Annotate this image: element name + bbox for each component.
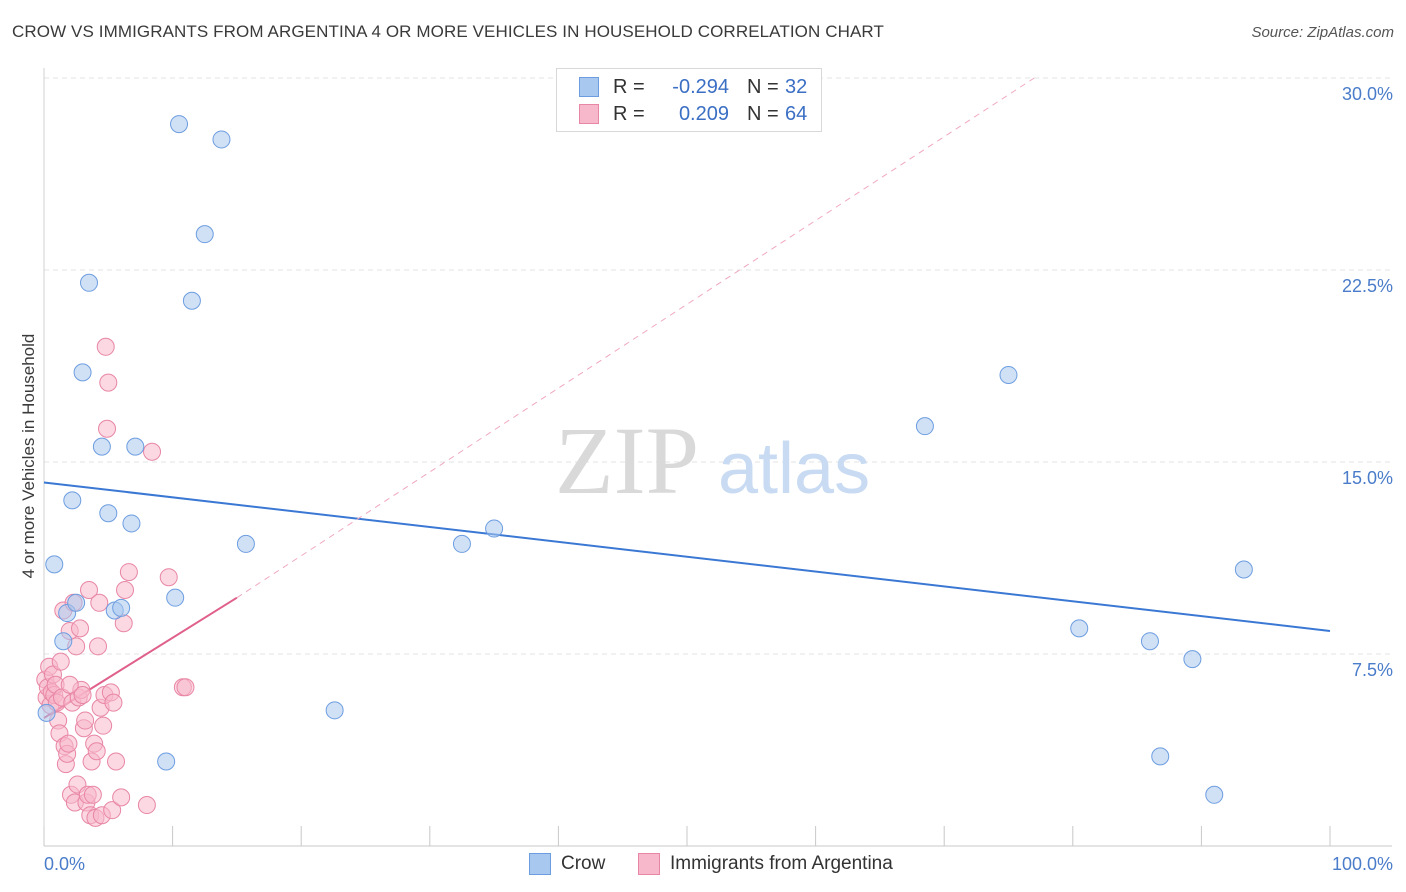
crow-legend-label: Crow <box>561 853 606 874</box>
argentina-swatch <box>579 104 599 124</box>
crow-point <box>1205 785 1224 804</box>
data-points <box>36 115 1253 827</box>
trendline <box>43 481 1331 632</box>
crow-point <box>182 291 201 310</box>
argentina-point <box>143 442 162 461</box>
r-value-crow: -0.294 <box>672 75 729 98</box>
r-label: R = <box>613 75 645 98</box>
n-label: N = <box>747 102 779 125</box>
argentina-point <box>99 373 118 392</box>
crow-point <box>1070 619 1089 638</box>
n-label: N = <box>747 75 779 98</box>
crow-point <box>157 752 176 771</box>
argentina-point <box>60 675 79 694</box>
crow-point <box>122 514 141 533</box>
crow-point <box>485 519 504 538</box>
x-tick-label-min: 0.0% <box>44 854 85 874</box>
n-value-argentina: 64 <box>785 102 808 125</box>
argentina-point <box>83 785 102 804</box>
crow-point <box>63 491 82 510</box>
crow-point <box>212 130 231 149</box>
watermark-atlas: atlas <box>718 429 870 509</box>
tick-labels: 7.5% 15.0% 22.5% 30.0% 0.0% 100.0% <box>44 84 1393 874</box>
x-tick-label-max: 100.0% <box>1332 854 1393 874</box>
r-value-argentina: 0.209 <box>678 102 729 125</box>
argentina-point <box>87 742 106 761</box>
crow-point <box>54 632 73 651</box>
bottom-legend-argentina: Immigrants from Argentina <box>638 851 893 877</box>
argentina-point <box>94 716 113 735</box>
argentina-point <box>104 693 123 712</box>
argentina-point <box>107 752 126 771</box>
crow-point <box>45 555 64 574</box>
argentina-point <box>176 678 195 697</box>
n-value-crow: 32 <box>785 75 808 98</box>
crow-point <box>1234 560 1253 579</box>
argentina-point <box>90 593 109 612</box>
y-tick-label: 22.5% <box>1342 276 1393 296</box>
crow-point <box>1140 632 1159 651</box>
argentina-point <box>89 637 108 656</box>
argentina-point <box>112 788 131 807</box>
y-tick-label: 15.0% <box>1342 468 1393 488</box>
crow-point <box>236 534 255 553</box>
crow-legend-swatch <box>529 853 551 875</box>
argentina-point <box>137 796 156 815</box>
crow-point <box>112 598 131 617</box>
argentina-point <box>159 568 178 587</box>
argentina-point <box>71 619 90 638</box>
y-tick-label: 30.0% <box>1342 84 1393 104</box>
crow-point <box>166 588 185 607</box>
crow-point <box>1151 747 1170 766</box>
correlation-legend: R = -0.294 N = 32 R = 0.209 N = 64 <box>556 68 822 132</box>
crow-point <box>452 534 471 553</box>
crow-point <box>37 703 56 722</box>
argentina-point <box>119 563 138 582</box>
argentina-point <box>96 337 115 356</box>
watermark: ZIP atlas <box>555 407 870 514</box>
r-label: R = <box>613 102 645 125</box>
crow-point <box>999 365 1018 384</box>
chart-title: CROW VS IMMIGRANTS FROM ARGENTINA 4 OR M… <box>12 22 884 41</box>
argentina-point <box>103 801 122 820</box>
bottom-legend-crow: Crow <box>529 851 605 877</box>
legend-row-crow: R = -0.294 N = 32 <box>579 74 807 100</box>
crow-point <box>325 701 344 720</box>
y-tick-label: 7.5% <box>1352 660 1393 680</box>
trendlines <box>43 77 1331 719</box>
argentina-point <box>80 581 99 599</box>
source-label: Source: ZipAtlas.com <box>1251 24 1394 41</box>
watermark-zip: ZIP <box>555 407 699 514</box>
argentina-point <box>59 734 78 753</box>
crow-point <box>170 115 189 134</box>
trendline <box>236 77 1035 599</box>
argentina-point <box>98 419 117 438</box>
argentina-legend-label: Immigrants from Argentina <box>670 853 893 874</box>
crow-point <box>92 437 111 456</box>
grid-lines <box>44 77 1392 655</box>
argentina-point <box>51 652 70 671</box>
crow-point <box>73 363 92 382</box>
argentina-legend-swatch <box>638 853 660 875</box>
y-axis-label: 4 or more Vehicles in Household <box>19 334 38 579</box>
crow-point <box>1183 650 1202 669</box>
crow-point <box>99 504 118 523</box>
crow-point <box>195 225 214 244</box>
crow-swatch <box>579 77 599 97</box>
argentina-point <box>76 711 95 730</box>
crow-point <box>67 593 86 612</box>
crow-point <box>126 437 145 456</box>
crow-point <box>915 417 934 436</box>
argentina-point <box>73 685 92 704</box>
crow-point <box>80 273 99 292</box>
argentina-point <box>116 581 135 599</box>
legend-row-argentina: R = 0.209 N = 64 <box>579 101 807 127</box>
